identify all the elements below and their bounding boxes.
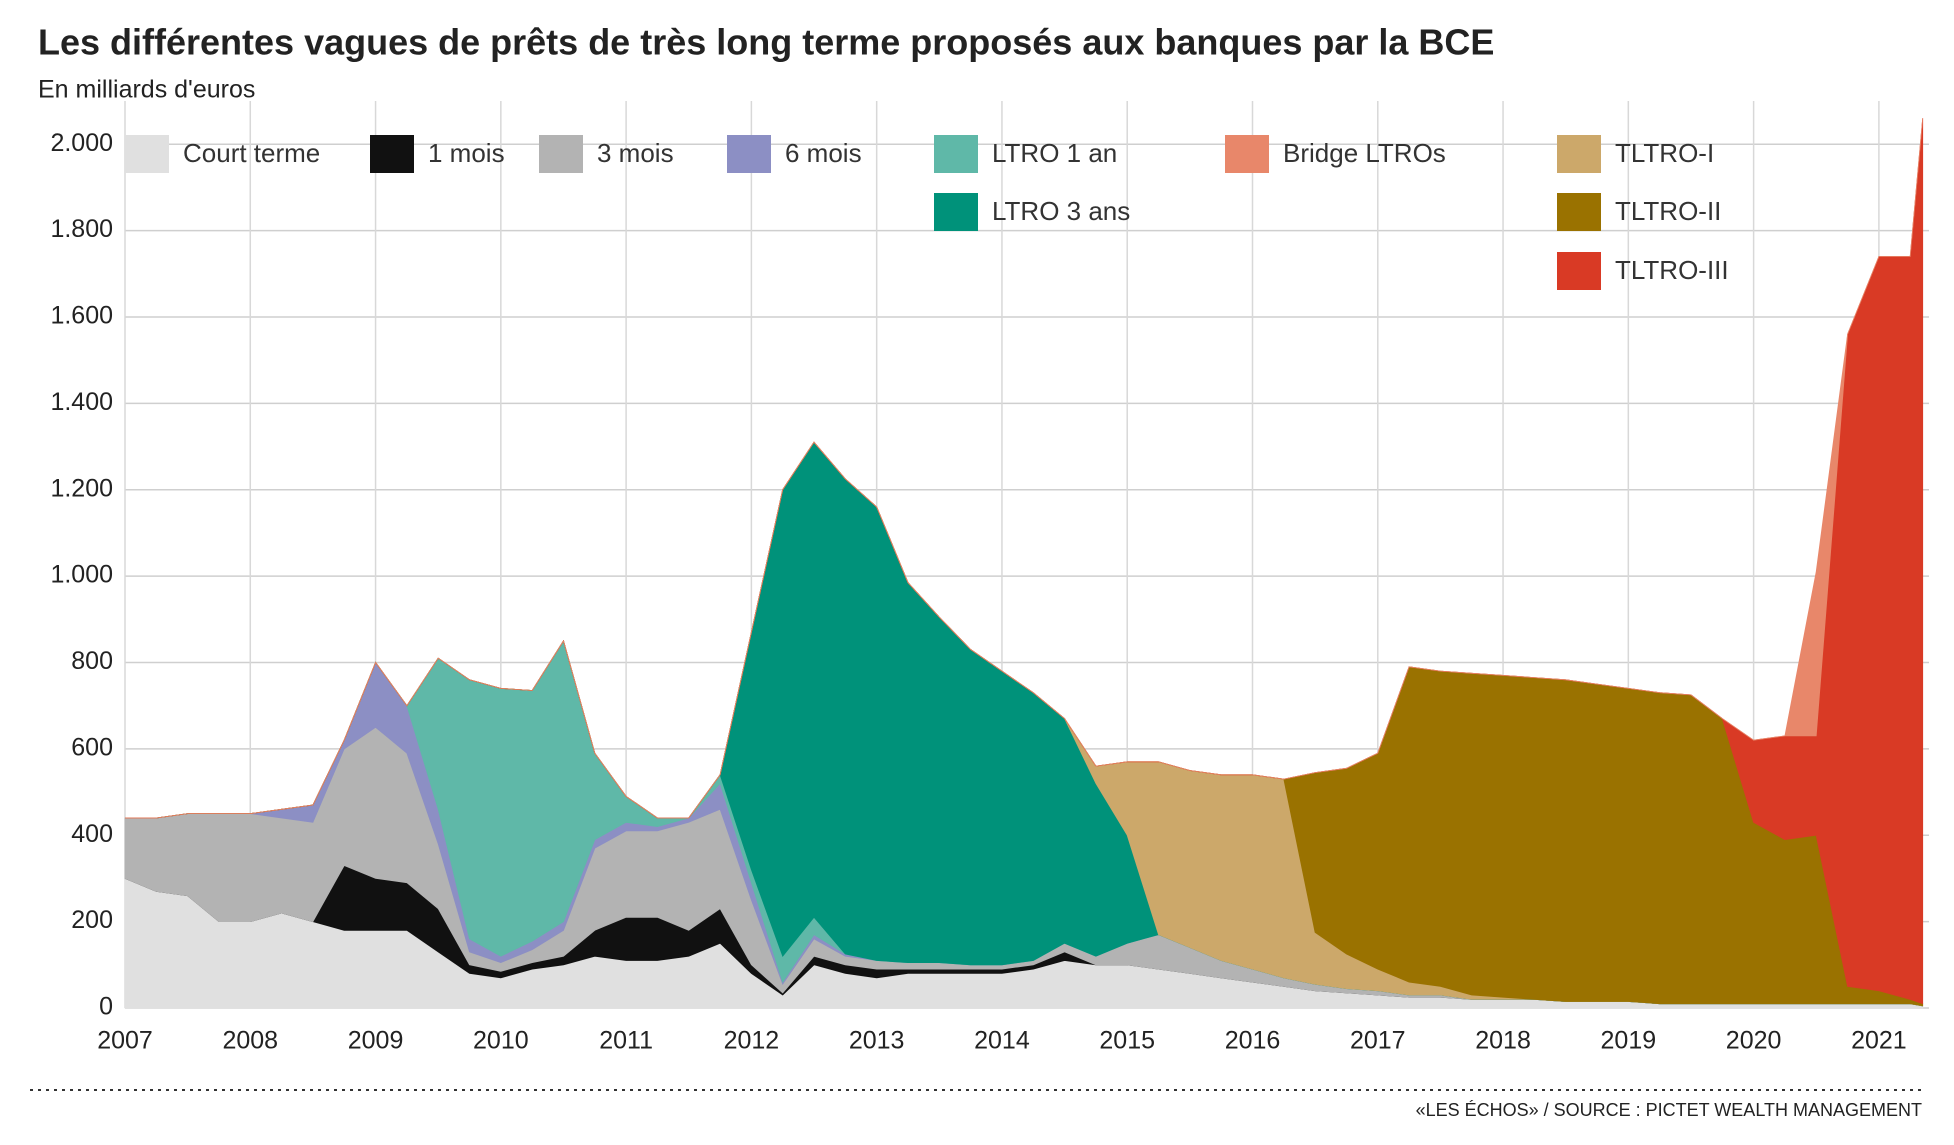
x-tick-label: 2013 bbox=[849, 1027, 905, 1055]
x-tick-label: 2015 bbox=[1099, 1027, 1155, 1055]
legend-swatch bbox=[1557, 252, 1601, 290]
legend-label: LTRO 3 ans bbox=[992, 196, 1130, 226]
legend-label: LTRO 1 an bbox=[992, 138, 1117, 168]
layer bbox=[124, 118, 1924, 1009]
legend-label: 3 mois bbox=[597, 138, 674, 168]
legend-swatch bbox=[934, 135, 978, 173]
legend-label: TLTRO-I bbox=[1615, 138, 1714, 168]
legend-label: Court terme bbox=[183, 138, 320, 168]
y-tick-label: 600 bbox=[71, 733, 113, 761]
legend-swatch bbox=[125, 135, 169, 173]
source: «LES ÉCHOS» / SOURCE : PICTET WEALTH MAN… bbox=[1416, 1100, 1922, 1120]
y-tick-label: 800 bbox=[71, 647, 113, 675]
y-tick-label: 1.200 bbox=[50, 474, 113, 502]
x-tick-label: 2017 bbox=[1350, 1027, 1406, 1055]
legend-swatch bbox=[727, 135, 771, 173]
legend-swatch bbox=[1557, 193, 1601, 231]
x-tick-label: 2008 bbox=[222, 1027, 278, 1055]
x-tick-label: 2014 bbox=[974, 1027, 1030, 1055]
y-tick-label: 400 bbox=[71, 820, 113, 848]
legend-label: 1 mois bbox=[428, 138, 505, 168]
x-tick-label: 2016 bbox=[1225, 1027, 1281, 1055]
y-tick-label: 1.400 bbox=[50, 388, 113, 416]
y-tick-label: 0 bbox=[99, 993, 113, 1021]
x-tick-label: 2007 bbox=[97, 1027, 153, 1055]
x-tick-label: 2018 bbox=[1475, 1027, 1531, 1055]
legend-label: 6 mois bbox=[785, 138, 862, 168]
y-tick-label: 2.000 bbox=[50, 129, 113, 157]
legend-label: TLTRO-III bbox=[1615, 255, 1729, 285]
legend-swatch bbox=[1557, 135, 1601, 173]
legend-swatch bbox=[370, 135, 414, 173]
y-tick-label: 1.800 bbox=[50, 215, 113, 243]
layer: 0 200 400 600 800 1.000 1.200 1.400 1.600 1.800 2.… bbox=[50, 129, 1906, 1055]
x-tick-label: 2012 bbox=[724, 1027, 780, 1055]
x-tick-label: 2010 bbox=[473, 1027, 529, 1055]
x-tick-label: 2021 bbox=[1851, 1027, 1907, 1055]
x-tick-label: 2020 bbox=[1726, 1027, 1782, 1055]
chart-title: Les différentes vagues de prêts de très … bbox=[38, 22, 1494, 63]
y-tick-label: 1.600 bbox=[50, 302, 113, 330]
chart-subtitle: En milliards d'euros bbox=[38, 76, 255, 104]
legend-swatch bbox=[934, 193, 978, 231]
area bbox=[125, 118, 1924, 819]
x-tick-label: 2019 bbox=[1601, 1027, 1657, 1055]
legend-swatch bbox=[1225, 135, 1269, 173]
x-tick-label: 2009 bbox=[348, 1027, 404, 1055]
legend-label: TLTRO-II bbox=[1615, 196, 1721, 226]
legend-label: Bridge LTROs bbox=[1283, 138, 1446, 168]
y-tick-label: 1.000 bbox=[50, 561, 113, 589]
legend-swatch bbox=[539, 135, 583, 173]
x-tick-label: 2011 bbox=[599, 1027, 653, 1055]
y-tick-label: 200 bbox=[71, 906, 113, 934]
